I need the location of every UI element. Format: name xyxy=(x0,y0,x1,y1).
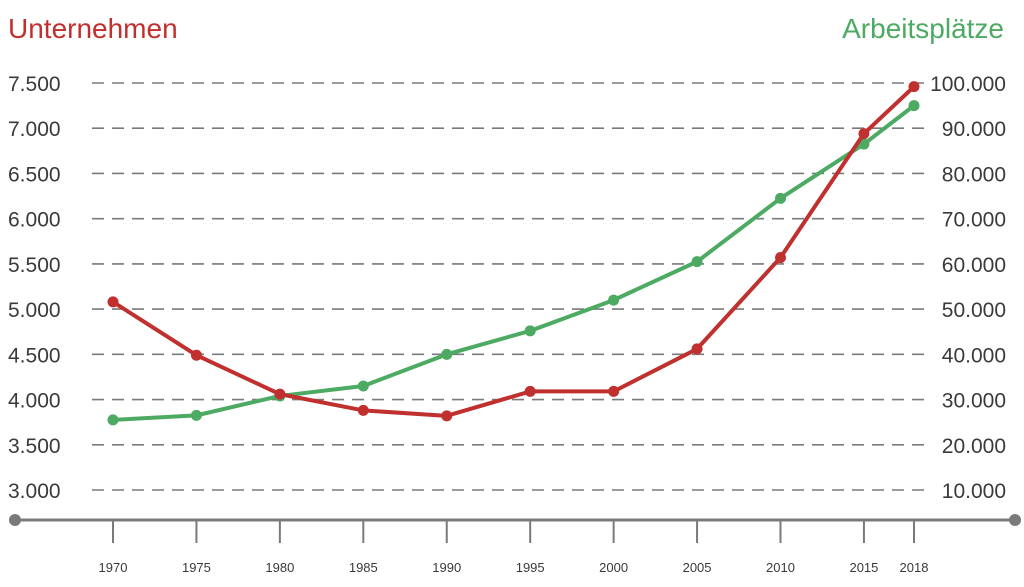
data-point xyxy=(858,128,870,140)
data-point xyxy=(775,252,786,264)
right-y-axis-ticks: 10.000 20.000 30.000 40.000 50.000 60.000 70.0… xyxy=(930,73,1006,503)
left-y-tick-label: 7.500 xyxy=(8,73,61,96)
x-tick-label: 2010 xyxy=(766,560,795,575)
data-point xyxy=(107,414,119,426)
data-point xyxy=(524,325,536,337)
x-axis xyxy=(9,514,1021,526)
x-tick-label: 2005 xyxy=(683,560,712,575)
right-axis-title: Arbeitsplätze xyxy=(842,13,1004,44)
x-tick-label: 2015 xyxy=(849,560,878,575)
left-y-tick-label: 6.500 xyxy=(8,163,61,186)
left-axis-title: Unternehmen xyxy=(8,13,178,44)
data-point xyxy=(274,388,286,400)
x-tick-label: 1985 xyxy=(349,560,378,575)
data-point xyxy=(691,256,703,268)
grid-lines xyxy=(92,82,925,491)
left-y-tick-label: 4.500 xyxy=(8,344,61,367)
right-y-tick-label: 20.000 xyxy=(942,435,1006,458)
series-layer xyxy=(107,81,920,426)
right-y-tick-label: 90.000 xyxy=(942,118,1006,141)
right-y-tick-label: 60.000 xyxy=(942,254,1006,277)
left-y-tick-label: 6.000 xyxy=(8,209,61,232)
x-tick-label: 1975 xyxy=(182,560,211,575)
data-point xyxy=(357,404,369,416)
x-tick-label: 1995 xyxy=(516,560,545,575)
right-y-tick-label: 30.000 xyxy=(942,390,1006,413)
x-axis-start-dot xyxy=(9,514,21,526)
data-point xyxy=(190,349,202,361)
left-y-tick-label: 7.000 xyxy=(8,118,61,141)
left-y-tick-label: 3.500 xyxy=(8,435,61,458)
data-point xyxy=(441,348,453,360)
left-y-tick-label: 5.500 xyxy=(8,254,61,277)
x-tick-label: 2000 xyxy=(599,560,628,575)
series-unternehmen xyxy=(107,81,920,422)
right-y-tick-label: 10.000 xyxy=(942,480,1006,503)
data-point xyxy=(441,410,453,422)
data-point xyxy=(908,100,920,112)
x-tick-label: 1990 xyxy=(432,560,461,575)
x-axis-ticks: 1970 1975 1980 1985 1990 1995 2000 2005 2010 2015… xyxy=(99,521,929,575)
data-point xyxy=(107,296,119,308)
data-point xyxy=(357,380,369,392)
left-y-tick-label: 3.000 xyxy=(8,480,61,503)
series-arbeitsplaetze xyxy=(107,100,920,426)
data-point xyxy=(190,409,202,421)
right-y-tick-label: 40.000 xyxy=(942,344,1006,367)
x-tick-label: 2018 xyxy=(900,560,929,575)
right-y-tick-label: 80.000 xyxy=(942,163,1006,186)
x-tick-label: 1980 xyxy=(265,560,294,575)
right-y-tick-label: 70.000 xyxy=(942,209,1006,232)
data-point xyxy=(524,385,536,397)
right-y-tick-label: 100.000 xyxy=(930,73,1006,96)
left-y-axis-ticks: 3.000 3.500 4.000 4.500 5.000 5.500 6.000 6.500… xyxy=(8,73,61,503)
x-axis-end-dot xyxy=(1009,514,1021,526)
right-y-tick-label: 50.000 xyxy=(942,299,1006,322)
x-tick-label: 1970 xyxy=(99,560,128,575)
data-point xyxy=(908,81,920,93)
data-point xyxy=(608,385,620,397)
data-point xyxy=(691,343,703,355)
data-point xyxy=(608,294,620,306)
left-y-tick-label: 4.000 xyxy=(8,390,61,413)
series-line xyxy=(111,85,916,418)
left-y-tick-label: 5.000 xyxy=(8,299,61,322)
data-point xyxy=(775,192,786,204)
